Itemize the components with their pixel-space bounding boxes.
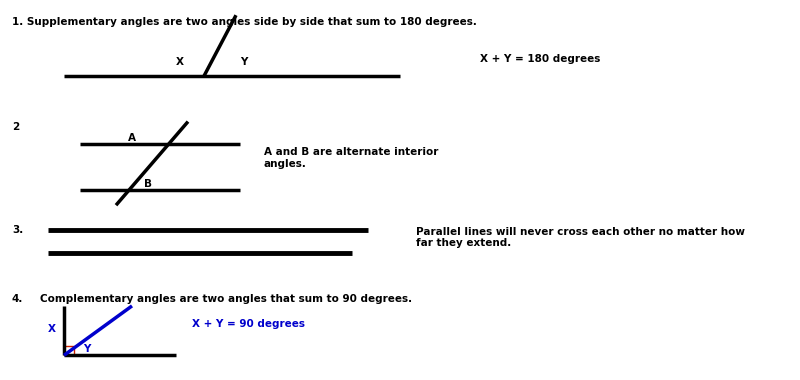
Text: Complementary angles are two angles that sum to 90 degrees.: Complementary angles are two angles that… (40, 294, 412, 304)
Text: 4.: 4. (12, 294, 23, 304)
Text: X: X (48, 324, 56, 334)
Text: B: B (144, 179, 152, 189)
Text: A: A (128, 133, 136, 142)
Text: X + Y = 180 degrees: X + Y = 180 degrees (480, 54, 600, 64)
Text: Y: Y (240, 57, 248, 66)
Text: Parallel lines will never cross each other no matter how
far they extend.: Parallel lines will never cross each oth… (416, 227, 745, 248)
Text: 3.: 3. (12, 225, 23, 235)
Text: X: X (176, 57, 184, 66)
Text: X + Y = 90 degrees: X + Y = 90 degrees (192, 319, 305, 329)
Text: Y: Y (82, 344, 90, 354)
Text: 2: 2 (12, 122, 19, 131)
Bar (64, 346, 74, 355)
Text: A and B are alternate interior
angles.: A and B are alternate interior angles. (264, 147, 438, 168)
Text: 1. Supplementary angles are two angles side by side that sum to 180 degrees.: 1. Supplementary angles are two angles s… (12, 17, 477, 27)
